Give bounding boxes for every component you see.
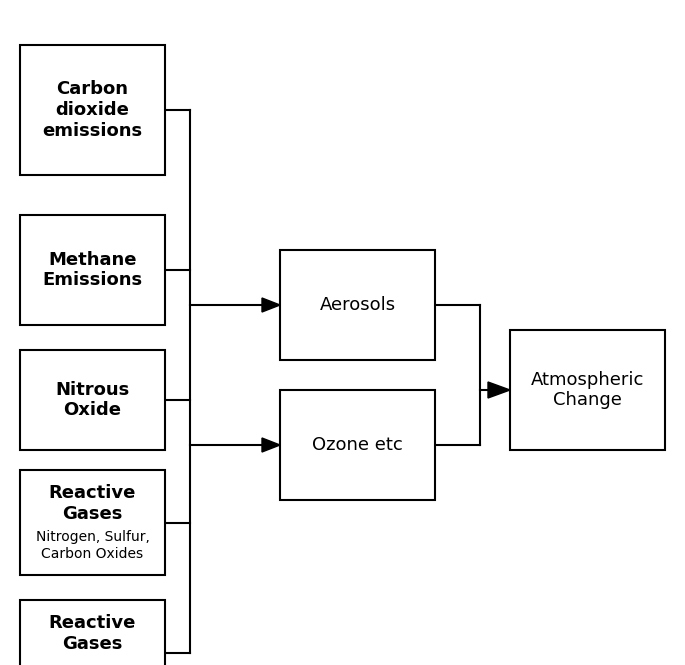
Polygon shape <box>488 382 510 398</box>
Text: Methane
Emissions: Methane Emissions <box>42 251 142 289</box>
Bar <box>20 470 165 575</box>
Text: Nitrogen, Sulfur,
Carbon Oxides: Nitrogen, Sulfur, Carbon Oxides <box>36 531 149 561</box>
Text: Carbon
dioxide
emissions: Carbon dioxide emissions <box>42 80 142 140</box>
Bar <box>20 350 165 450</box>
Text: Atmospheric
Change: Atmospheric Change <box>531 370 644 410</box>
Polygon shape <box>262 298 280 312</box>
Bar <box>280 390 435 500</box>
Polygon shape <box>262 438 280 452</box>
Text: Reactive
Gases: Reactive Gases <box>49 614 136 653</box>
Text: Ozone etc: Ozone etc <box>312 436 403 454</box>
Text: Reactive
Gases: Reactive Gases <box>49 484 136 523</box>
Bar <box>280 250 435 360</box>
Text: Aerosols: Aerosols <box>319 296 395 314</box>
Bar <box>20 45 165 175</box>
Text: Nitrous
Oxide: Nitrous Oxide <box>55 380 129 420</box>
Bar <box>20 215 165 325</box>
Bar <box>510 330 665 450</box>
Bar <box>20 600 165 665</box>
